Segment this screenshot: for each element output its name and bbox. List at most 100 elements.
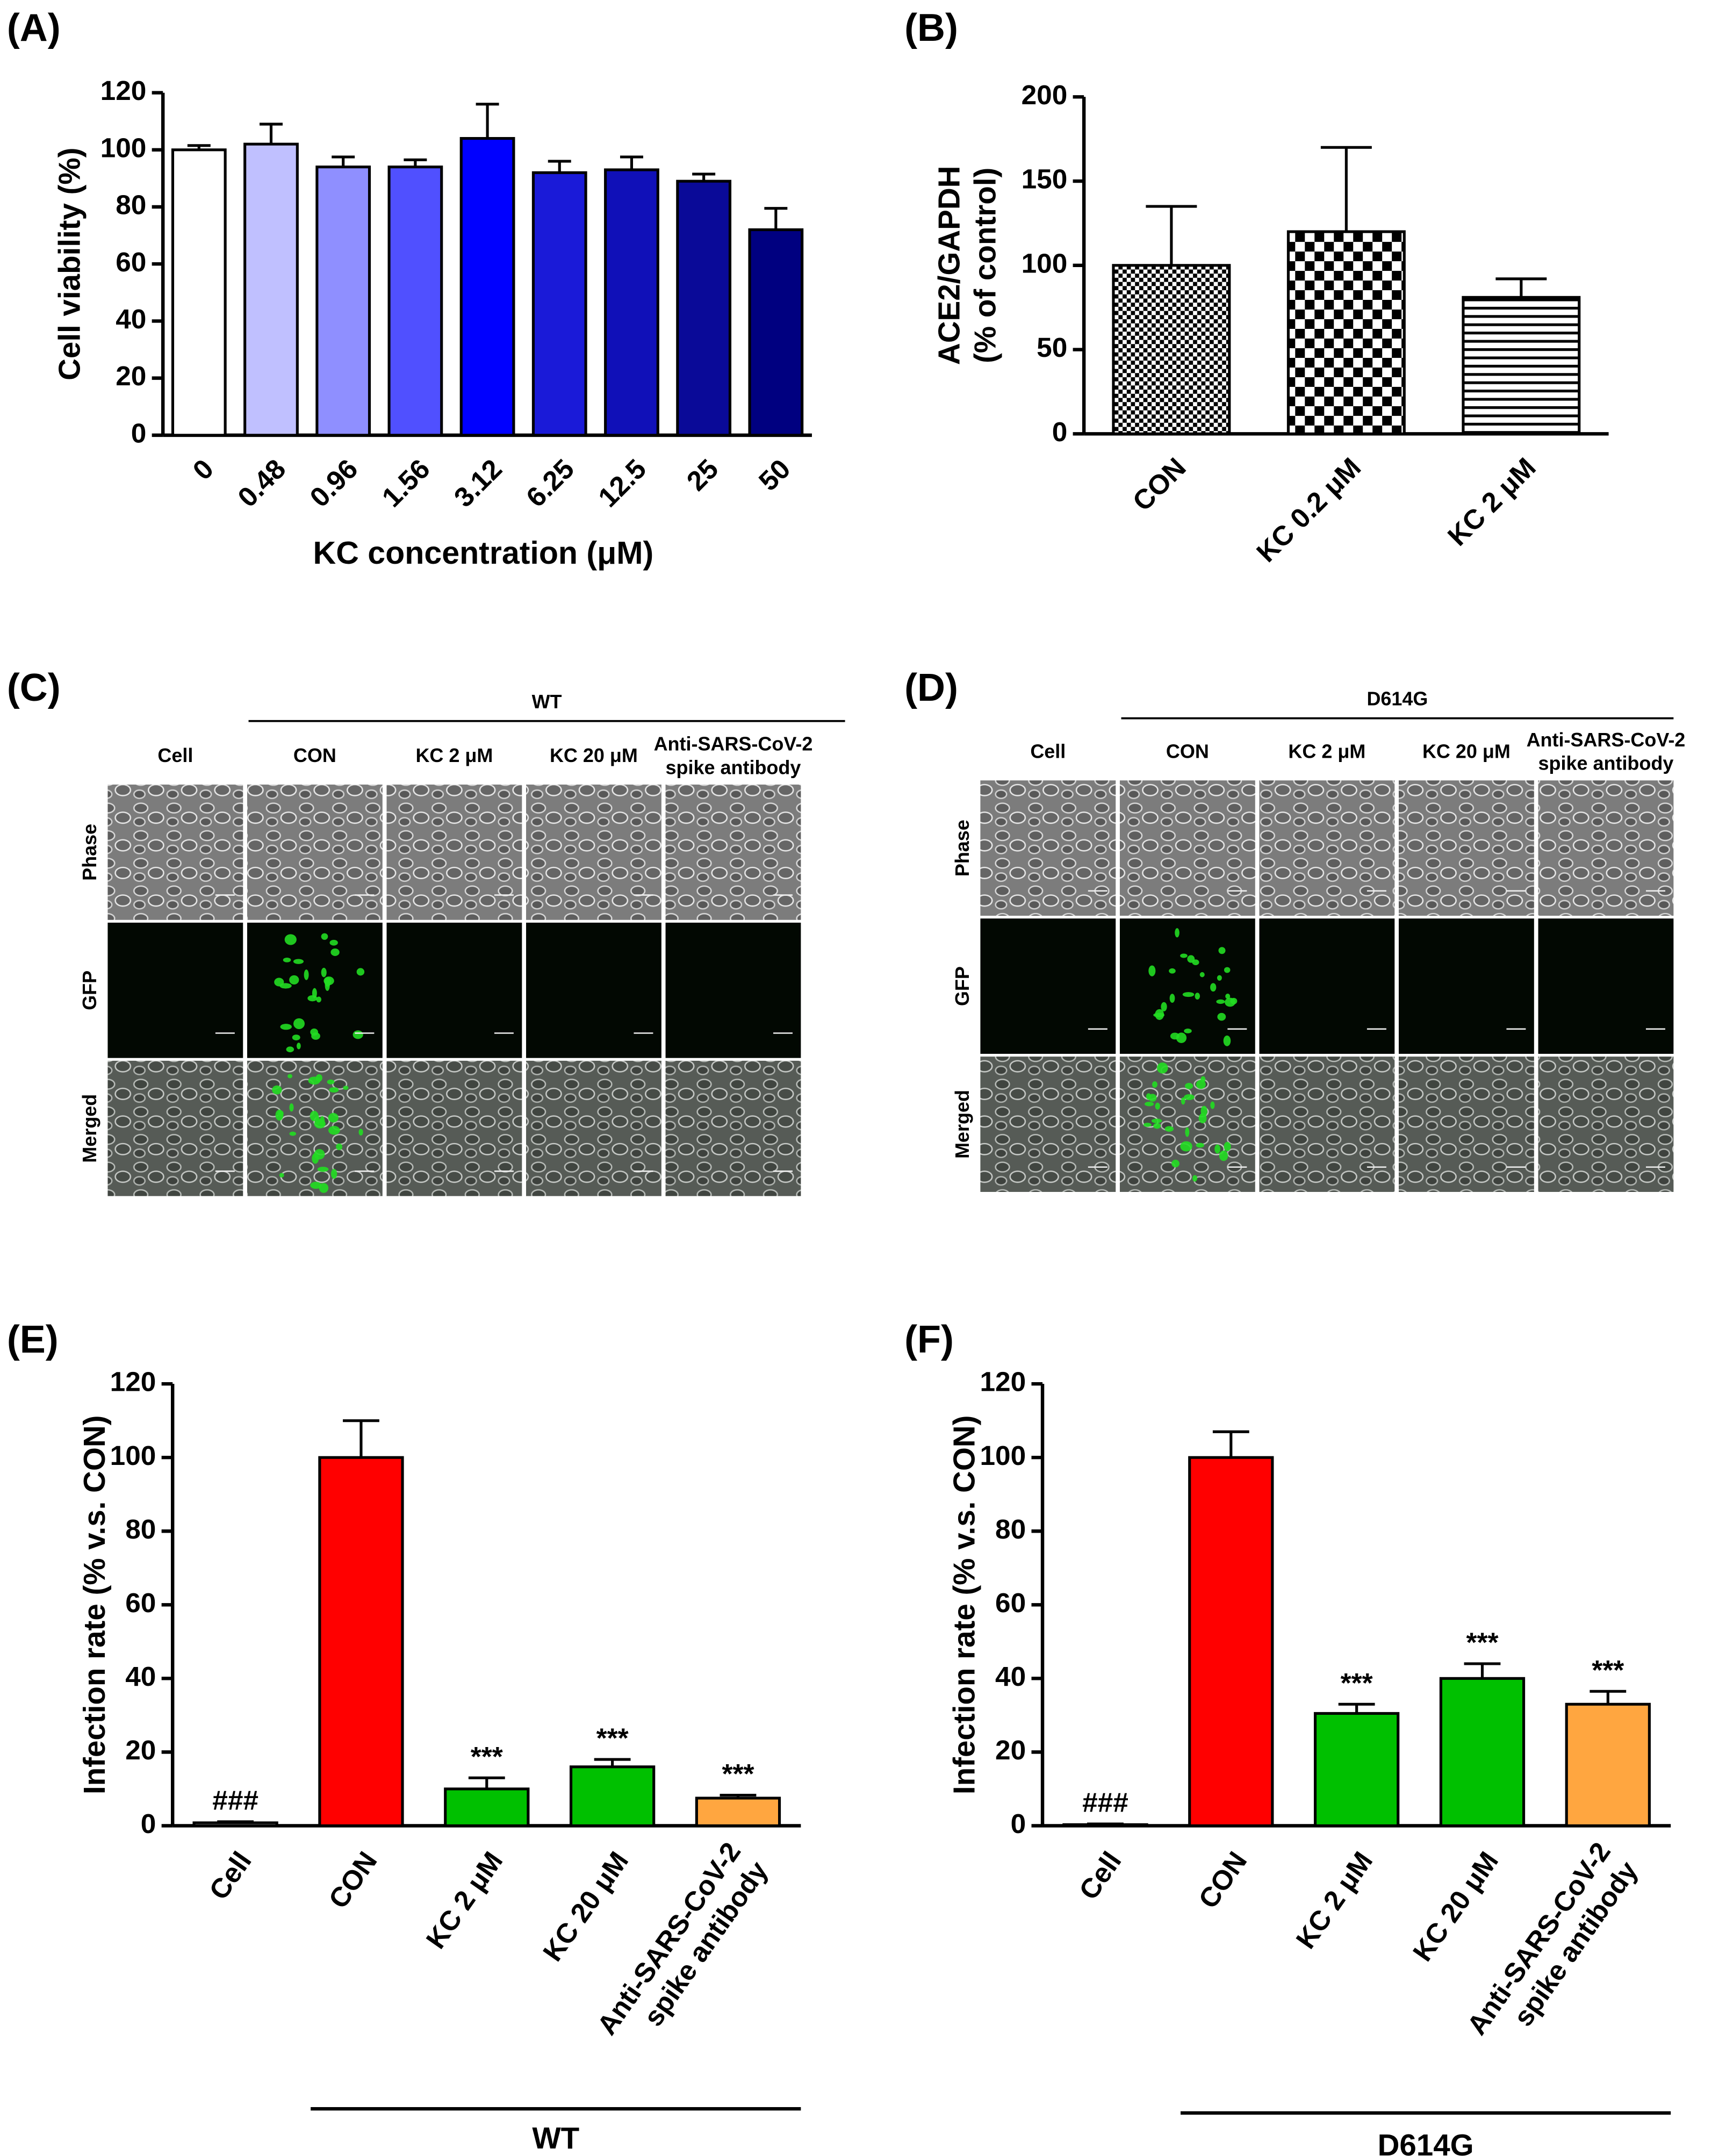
x-tick-label: 0 xyxy=(186,453,219,486)
group-label: D614G xyxy=(1367,688,1428,710)
y-tick-label: 40 xyxy=(995,1661,1026,1692)
gfp-signal xyxy=(1175,928,1180,938)
micrograph xyxy=(1399,918,1534,1054)
gfp-signal xyxy=(1218,947,1226,954)
micrograph xyxy=(1399,780,1534,916)
gfp-signal xyxy=(1198,1113,1207,1124)
y-tick-label: 20 xyxy=(995,1734,1026,1765)
gfp-signal xyxy=(328,1113,339,1123)
y-tick-label: 100 xyxy=(1022,247,1068,278)
bar xyxy=(676,179,732,437)
column-header-line: spike antibody xyxy=(1538,752,1674,774)
column-header: Cell xyxy=(1030,740,1066,762)
error-bar xyxy=(1320,146,1372,232)
x-tick-label: 0.96 xyxy=(304,453,364,513)
error-bar xyxy=(764,207,788,230)
panel-label: (A) xyxy=(7,6,61,49)
gfp-signal xyxy=(1155,1102,1160,1110)
error-bar xyxy=(1146,205,1197,265)
column-header: CON xyxy=(293,744,336,766)
y-tick-label: 0 xyxy=(131,417,147,448)
gfp-signal xyxy=(1152,1081,1157,1088)
row-label: Phase xyxy=(78,824,100,881)
gfp-signal xyxy=(293,1018,305,1030)
gfp-signal xyxy=(336,1143,343,1151)
gfp-signal xyxy=(1196,1080,1206,1089)
gfp-signal xyxy=(358,1129,363,1136)
gfp-signal xyxy=(1217,1012,1226,1021)
significance-label: *** xyxy=(471,1741,503,1772)
error-bar xyxy=(1212,1430,1249,1458)
gfp-signal xyxy=(274,978,284,987)
gfp-signal xyxy=(1192,959,1199,966)
gfp-signal xyxy=(293,959,304,964)
micrograph xyxy=(1538,918,1674,1054)
gfp-signal xyxy=(1182,992,1195,997)
y-axis-label: ACE2/GAPDH (% of control) xyxy=(932,166,1002,365)
significance-label: *** xyxy=(1466,1627,1498,1658)
panel-label: (F) xyxy=(904,1318,954,1361)
gfp-signal xyxy=(289,1131,297,1136)
y-axis-label: Infection rate (% v.s. CON) xyxy=(77,1415,111,1795)
x-tick-label: CON xyxy=(1192,1846,1253,1914)
micrograph xyxy=(665,922,801,1058)
column-header: Anti-SARS-CoV-2 spike antibody xyxy=(1527,729,1686,774)
significance-label: *** xyxy=(1341,1667,1373,1698)
error-bar xyxy=(260,123,283,145)
gfp-signal xyxy=(1223,1035,1231,1046)
bar xyxy=(243,142,299,437)
gfp-signal xyxy=(1219,1151,1228,1161)
y-tick-label: 0 xyxy=(1052,416,1068,447)
error-bar xyxy=(620,155,643,170)
bar xyxy=(1286,230,1406,435)
gfp-signal xyxy=(321,933,328,940)
gfp-signal xyxy=(1192,1175,1198,1182)
y-tick-label: 150 xyxy=(1022,163,1068,195)
gfp-signal xyxy=(321,967,327,978)
gfp-signal xyxy=(1195,993,1200,1000)
bar xyxy=(531,171,587,437)
gfp-signal xyxy=(1225,994,1231,999)
significance-label: *** xyxy=(1592,1654,1624,1685)
y-tick-label: 80 xyxy=(116,189,146,220)
gfp-signal xyxy=(314,1119,326,1129)
y-tick-label: 200 xyxy=(1022,79,1068,110)
gfp-signal xyxy=(1155,1009,1164,1020)
bar xyxy=(604,168,659,437)
column-header-line: Anti-SARS-CoV-2 xyxy=(1527,729,1686,751)
gfp-signal xyxy=(279,1173,284,1178)
gfp-signal xyxy=(308,1076,321,1085)
gfp-signal xyxy=(310,1182,322,1189)
bar xyxy=(318,1456,404,1828)
gfp-signal xyxy=(283,957,291,962)
column-header: Cell xyxy=(157,744,193,766)
error-bar xyxy=(476,103,499,139)
gfp-signal xyxy=(304,969,309,980)
y-tick-label: 100 xyxy=(110,1440,156,1471)
bar xyxy=(444,1787,530,1828)
gfp-signal xyxy=(1217,975,1222,981)
y-tick-label: 40 xyxy=(125,1661,156,1692)
micrograph xyxy=(1259,918,1395,1054)
x-tick-label: CON xyxy=(322,1846,383,1914)
gfp-signal xyxy=(1148,965,1156,976)
micrograph xyxy=(1538,780,1674,916)
error-bar xyxy=(1464,1662,1501,1679)
gfp-signal xyxy=(307,995,318,1002)
micrograph xyxy=(526,922,661,1058)
bar xyxy=(748,228,804,437)
gfp-signal xyxy=(1184,1094,1195,1101)
column-header: KC 20 μM xyxy=(550,744,638,766)
panel-label: (E) xyxy=(7,1318,59,1361)
micrograph xyxy=(1259,780,1395,916)
x-tick-label: 3.12 xyxy=(448,453,508,513)
micrograph xyxy=(526,784,661,920)
x-tick-label: 1.56 xyxy=(376,453,436,513)
row-label: Phase xyxy=(951,820,973,876)
gfp-signal xyxy=(1196,1142,1204,1148)
micrograph xyxy=(665,1060,801,1196)
gfp-signal xyxy=(1169,994,1175,1003)
x-tick-label: KC 2 μM xyxy=(1441,451,1541,551)
gfp-signal xyxy=(275,1109,284,1121)
